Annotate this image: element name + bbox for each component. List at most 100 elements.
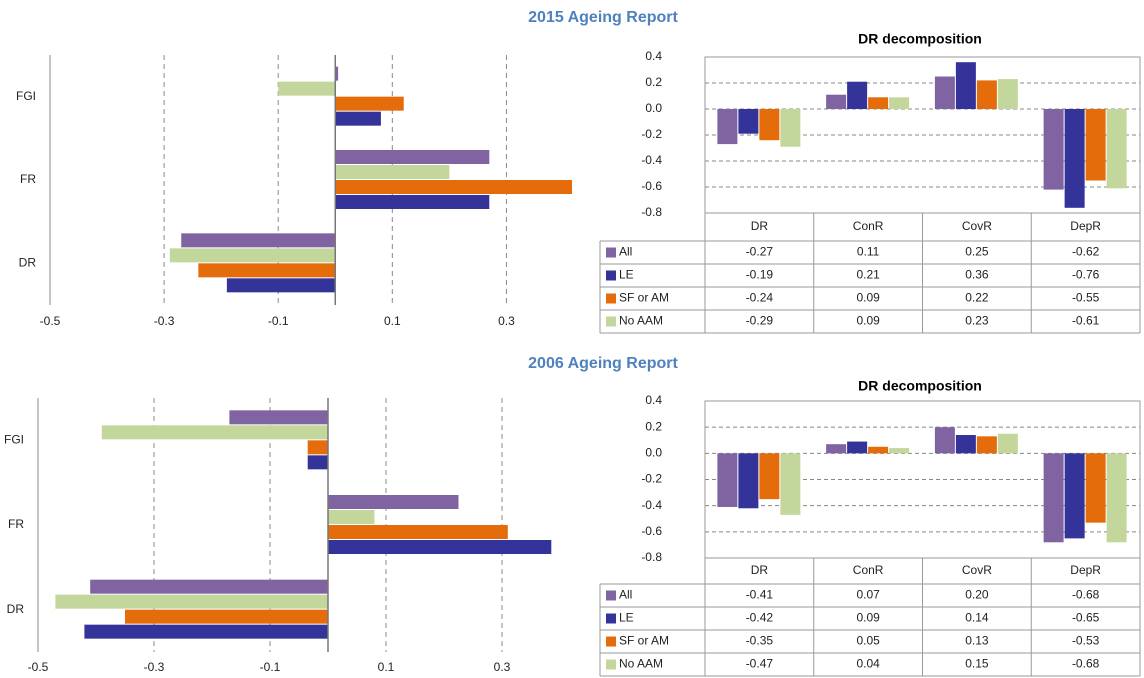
table-header: DepR <box>1070 563 1101 577</box>
bar <box>934 427 955 454</box>
bar <box>1085 109 1106 181</box>
legend-swatch <box>606 247 616 258</box>
legend-swatch <box>606 659 616 670</box>
table-cell: -0.19 <box>746 268 774 282</box>
legend-swatch <box>606 316 616 327</box>
table-header: DepR <box>1070 219 1101 233</box>
y-tick-label: 0.4 <box>645 49 662 63</box>
bar <box>328 510 375 524</box>
x-tick-label: -0.5 <box>40 314 61 328</box>
table-cell: -0.62 <box>1072 245 1100 259</box>
table-cell: -0.61 <box>1072 314 1100 328</box>
y-tick-label: 0.2 <box>645 75 662 89</box>
y-tick-label: -0.2 <box>641 472 662 486</box>
bar <box>1043 109 1064 190</box>
table-header: DR <box>751 219 769 233</box>
table-cell: 0.20 <box>965 588 989 602</box>
bar <box>198 263 336 278</box>
bar <box>328 495 459 509</box>
x-tick-label: -0.3 <box>154 314 175 328</box>
bar <box>738 109 759 134</box>
y-tick-label: FGI <box>16 89 36 103</box>
bar <box>1064 109 1085 208</box>
table-cell: -0.65 <box>1072 611 1100 625</box>
x-tick-label: 0.1 <box>378 660 395 674</box>
table-cell: -0.47 <box>746 657 774 671</box>
table-cell: -0.24 <box>746 291 774 305</box>
y-tick-label: -0.4 <box>641 498 662 512</box>
table-cell: 0.15 <box>965 657 989 671</box>
x-tick-label: -0.1 <box>260 660 281 674</box>
y-tick-label: -0.6 <box>641 179 662 193</box>
x-tick-label: 0.3 <box>494 660 511 674</box>
y-tick-label: -0.6 <box>641 524 662 538</box>
y-tick-label: DR <box>19 256 37 270</box>
legend-label: SF or AM <box>619 291 669 305</box>
legend-label: SF or AM <box>619 634 669 648</box>
table-cell: 0.23 <box>965 314 989 328</box>
bar <box>889 448 910 454</box>
x-tick-label: 0.1 <box>384 314 401 328</box>
table-cell: -0.27 <box>746 245 774 259</box>
y-tick-label: 0.0 <box>645 446 662 460</box>
bar <box>335 111 381 126</box>
bar <box>55 594 329 609</box>
y-tick-label: FGI <box>4 433 24 447</box>
table-cell: -0.53 <box>1072 634 1100 648</box>
bar <box>1064 453 1085 539</box>
legend-label: All <box>619 588 632 602</box>
bar <box>759 109 780 141</box>
table-header: DR <box>751 563 769 577</box>
bar <box>976 436 997 454</box>
bar <box>955 435 976 454</box>
y-tick-label: DR <box>7 602 25 616</box>
bar <box>780 109 801 147</box>
legend-swatch <box>606 293 616 304</box>
table-cell: 0.04 <box>856 657 880 671</box>
section-title: 2006 Ageing Report <box>528 355 678 372</box>
legend-label: LE <box>619 611 634 625</box>
y-tick-label: 0.4 <box>645 393 662 407</box>
y-tick-label: 0.0 <box>645 101 662 115</box>
y-tick-label: -0.8 <box>641 550 662 564</box>
bar <box>328 540 552 554</box>
bar <box>229 410 328 425</box>
bar <box>278 81 336 96</box>
y-tick-label: -0.8 <box>641 205 662 219</box>
section-title: 2015 Ageing Report <box>528 9 678 26</box>
table-cell: 0.09 <box>856 291 880 305</box>
legend-swatch <box>606 613 616 624</box>
table-cell: 0.13 <box>965 634 989 648</box>
table-cell: -0.29 <box>746 314 774 328</box>
bar <box>181 233 336 248</box>
bar <box>717 109 738 145</box>
bar <box>84 624 329 639</box>
bar <box>1106 453 1127 543</box>
bar <box>335 180 573 194</box>
legend-label: All <box>619 245 632 259</box>
bar <box>759 453 780 500</box>
y-tick-label: 0.2 <box>645 419 662 433</box>
bar <box>997 433 1018 454</box>
legend-label: No AAM <box>619 657 663 671</box>
bar <box>889 97 910 109</box>
y-tick-label: FR <box>8 517 24 531</box>
bar <box>955 62 976 109</box>
x-tick-label: 0.3 <box>498 314 515 328</box>
bar <box>335 96 404 111</box>
table-cell: 0.09 <box>856 314 880 328</box>
y-tick-label: -0.4 <box>641 153 662 167</box>
bar <box>976 80 997 109</box>
bar <box>1043 453 1064 543</box>
bar <box>1085 453 1106 523</box>
bar <box>335 66 339 81</box>
table-header: CovR <box>962 563 992 577</box>
bar <box>307 440 328 455</box>
y-tick-label: -0.2 <box>641 127 662 141</box>
bar <box>868 446 889 454</box>
bar <box>997 79 1018 109</box>
bar <box>335 195 490 209</box>
bar <box>847 441 868 454</box>
table-cell: 0.25 <box>965 245 989 259</box>
